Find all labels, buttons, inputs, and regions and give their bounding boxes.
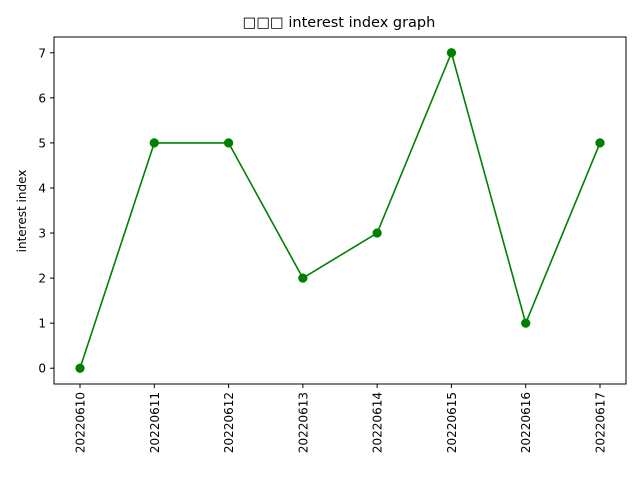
chart-title: □□□ interest index graph [243,15,436,31]
x-tick-label: 20220614 [371,392,385,453]
y-tick-label: 0 [38,362,46,376]
y-tick-label: 5 [38,136,46,150]
y-tick-label: 2 [38,272,46,286]
plot-area: 0 1 2 3 4 5 6 7 20220610 20220611 20220612 20220613… [38,36,627,453]
y-tick-label: 3 [38,227,46,241]
data-point [595,138,605,148]
y-axis-label: interest index [15,170,29,253]
data-point [298,273,308,283]
data-point [149,138,159,148]
data-point [446,48,457,58]
x-tick-label: 20220615 [445,392,459,453]
x-tick-label: 20220610 [74,392,88,453]
plot-frame [53,36,627,385]
data-point [75,363,85,373]
data-point [521,318,531,328]
y-tick-label: 4 [38,181,46,195]
data-point [223,138,234,148]
y-tick-label: 6 [38,91,46,105]
x-tick-label: 20220611 [148,392,162,453]
y-tick-label: 7 [38,46,46,60]
x-tick-label: 20220612 [222,392,236,453]
x-tick-label: 20220613 [296,392,310,453]
y-tick-label: 1 [38,317,46,331]
x-tick-label: 20220617 [594,392,608,453]
x-tick-label: 20220616 [519,392,533,453]
series-line [79,51,601,369]
data-point [372,228,382,238]
